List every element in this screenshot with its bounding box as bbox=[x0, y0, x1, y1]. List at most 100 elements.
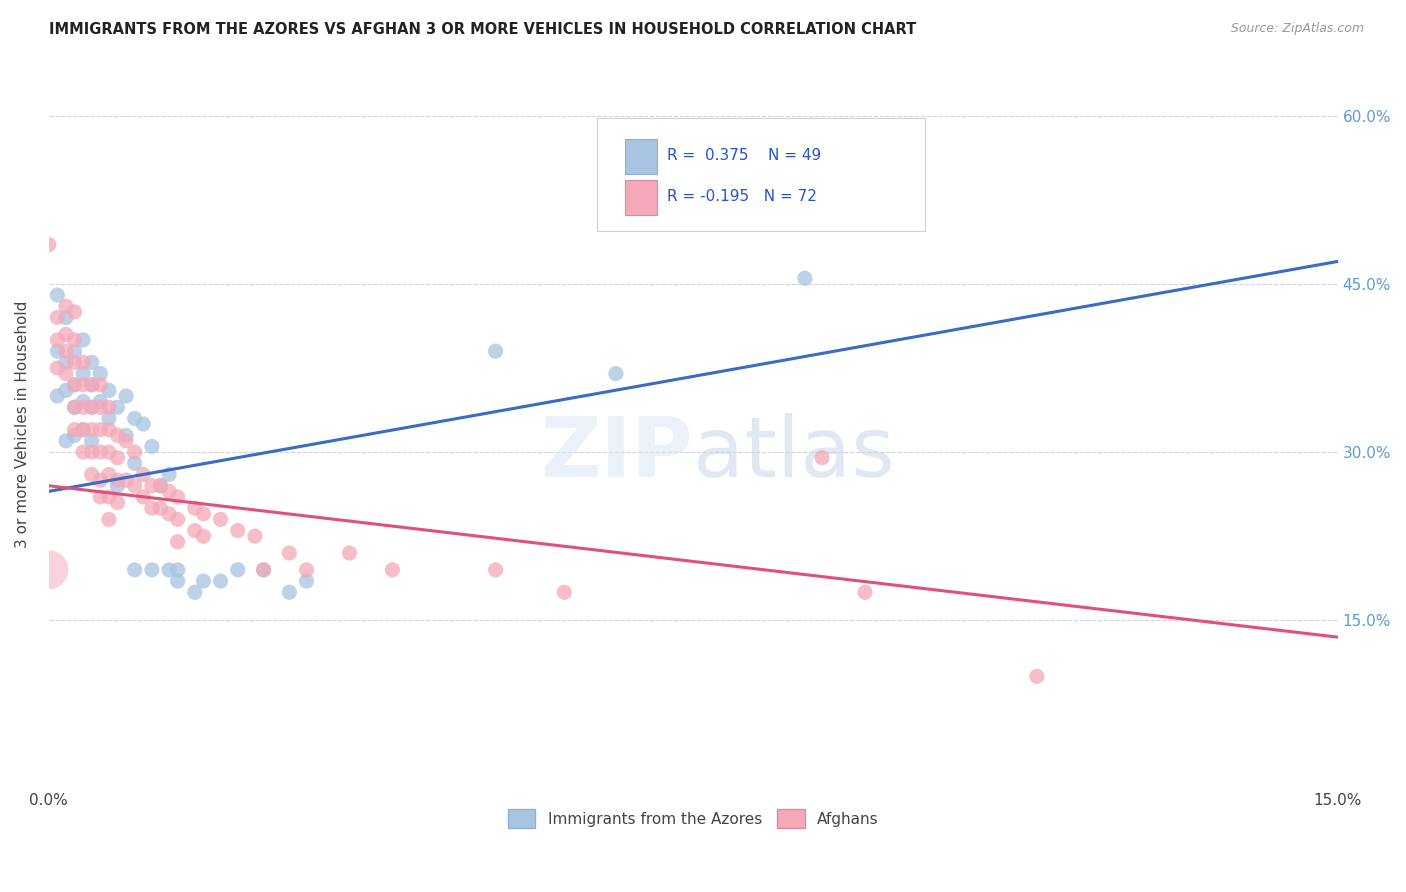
Point bbox=[115, 434, 138, 448]
Point bbox=[157, 563, 180, 577]
Point bbox=[149, 479, 172, 493]
Point bbox=[63, 355, 86, 369]
Text: IMMIGRANTS FROM THE AZORES VS AFGHAN 3 OR MORE VEHICLES IN HOUSEHOLD CORRELATION: IMMIGRANTS FROM THE AZORES VS AFGHAN 3 O… bbox=[49, 22, 917, 37]
Point bbox=[141, 440, 163, 454]
Point bbox=[55, 355, 77, 369]
Point bbox=[46, 389, 69, 403]
Point bbox=[107, 401, 129, 415]
Point bbox=[72, 355, 94, 369]
Point bbox=[72, 367, 94, 381]
Point bbox=[226, 524, 249, 538]
Point bbox=[72, 394, 94, 409]
Point bbox=[193, 507, 215, 521]
Point bbox=[107, 428, 129, 442]
Point bbox=[339, 546, 361, 560]
Point bbox=[89, 423, 111, 437]
Point bbox=[55, 384, 77, 398]
Point bbox=[89, 445, 111, 459]
Point bbox=[193, 574, 215, 588]
Point bbox=[97, 467, 120, 482]
Point bbox=[1025, 669, 1047, 683]
Point bbox=[80, 401, 103, 415]
Point bbox=[97, 384, 120, 398]
Point bbox=[97, 445, 120, 459]
Point bbox=[107, 450, 129, 465]
Point bbox=[80, 467, 103, 482]
Point bbox=[46, 333, 69, 347]
Point bbox=[157, 507, 180, 521]
Y-axis label: 3 or more Vehicles in Household: 3 or more Vehicles in Household bbox=[15, 301, 30, 548]
Point bbox=[484, 344, 506, 359]
Point bbox=[115, 428, 138, 442]
Point bbox=[80, 355, 103, 369]
Point bbox=[72, 423, 94, 437]
Point bbox=[141, 501, 163, 516]
Point bbox=[72, 333, 94, 347]
Point bbox=[97, 490, 120, 504]
Point bbox=[46, 344, 69, 359]
Point bbox=[278, 585, 301, 599]
Point bbox=[673, 153, 696, 168]
Point bbox=[97, 401, 120, 415]
Point bbox=[295, 563, 318, 577]
Point bbox=[209, 574, 232, 588]
Point bbox=[166, 534, 188, 549]
Point bbox=[484, 563, 506, 577]
Point bbox=[166, 512, 188, 526]
Point bbox=[80, 377, 103, 392]
Point bbox=[97, 411, 120, 425]
Point bbox=[63, 344, 86, 359]
Point bbox=[166, 490, 188, 504]
Point bbox=[166, 563, 188, 577]
Point bbox=[853, 585, 876, 599]
Point bbox=[193, 529, 215, 543]
Point bbox=[132, 467, 155, 482]
Point bbox=[55, 299, 77, 313]
Point bbox=[132, 490, 155, 504]
Point bbox=[166, 574, 188, 588]
Point bbox=[63, 401, 86, 415]
Point bbox=[157, 484, 180, 499]
Point bbox=[55, 367, 77, 381]
Point bbox=[141, 563, 163, 577]
Point bbox=[107, 495, 129, 509]
Point bbox=[72, 423, 94, 437]
Point bbox=[124, 411, 146, 425]
FancyBboxPatch shape bbox=[624, 180, 657, 215]
Point bbox=[97, 423, 120, 437]
Point bbox=[63, 423, 86, 437]
Point bbox=[184, 501, 207, 516]
Point bbox=[89, 367, 111, 381]
Point bbox=[124, 445, 146, 459]
Legend: Immigrants from the Azores, Afghans: Immigrants from the Azores, Afghans bbox=[501, 802, 886, 836]
Text: R =  0.375    N = 49: R = 0.375 N = 49 bbox=[668, 148, 821, 163]
Point bbox=[141, 479, 163, 493]
Point bbox=[72, 377, 94, 392]
Point bbox=[184, 585, 207, 599]
Point bbox=[63, 377, 86, 392]
Point bbox=[107, 473, 129, 487]
Point bbox=[46, 310, 69, 325]
Point bbox=[63, 401, 86, 415]
Text: R = -0.195   N = 72: R = -0.195 N = 72 bbox=[668, 189, 817, 204]
Point bbox=[295, 574, 318, 588]
Point bbox=[97, 512, 120, 526]
Point bbox=[243, 529, 266, 543]
Point bbox=[63, 428, 86, 442]
Point bbox=[80, 377, 103, 392]
Point bbox=[55, 434, 77, 448]
Point bbox=[80, 445, 103, 459]
Point bbox=[46, 361, 69, 376]
Point bbox=[278, 546, 301, 560]
Point bbox=[115, 473, 138, 487]
Point bbox=[811, 450, 834, 465]
Point bbox=[226, 563, 249, 577]
Point bbox=[124, 456, 146, 470]
Point bbox=[252, 563, 274, 577]
Point bbox=[63, 377, 86, 392]
Point bbox=[605, 367, 627, 381]
Point bbox=[63, 333, 86, 347]
Point bbox=[149, 479, 172, 493]
Point bbox=[793, 271, 815, 285]
Point bbox=[46, 288, 69, 302]
